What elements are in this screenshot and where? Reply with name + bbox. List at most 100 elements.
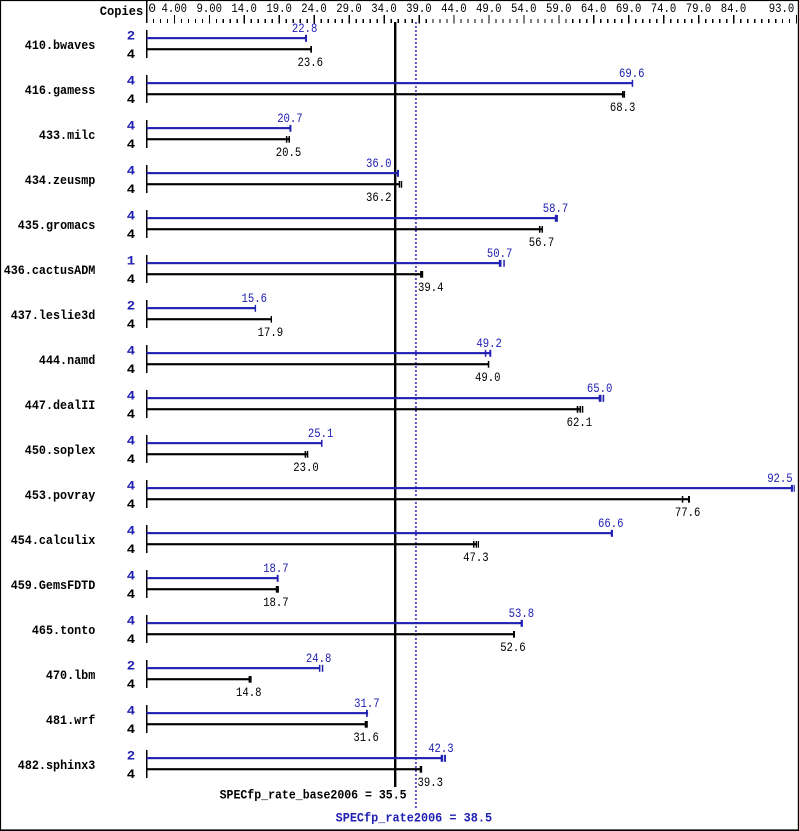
svg-text:4: 4	[127, 344, 136, 359]
svg-text:453.povray: 453.povray	[25, 488, 96, 503]
svg-text:2: 2	[127, 749, 136, 764]
svg-text:93.0: 93.0	[769, 1, 795, 16]
svg-text:4: 4	[127, 362, 136, 377]
svg-text:482.sphinx3: 482.sphinx3	[18, 758, 96, 773]
svg-text:4: 4	[127, 317, 136, 332]
svg-text:4: 4	[127, 227, 136, 242]
svg-text:416.gamess: 416.gamess	[25, 83, 96, 98]
svg-text:39.0: 39.0	[406, 1, 432, 16]
svg-text:4: 4	[127, 74, 136, 89]
svg-text:14.0: 14.0	[231, 1, 257, 16]
svg-text:58.7: 58.7	[543, 201, 569, 216]
svg-text:4: 4	[127, 47, 136, 62]
svg-text:436.cactusADM: 436.cactusADM	[4, 263, 96, 278]
svg-text:4: 4	[127, 119, 136, 134]
svg-text:4: 4	[127, 137, 136, 152]
svg-text:4: 4	[127, 164, 136, 179]
svg-text:4: 4	[127, 497, 136, 512]
svg-text:450.soplex: 450.soplex	[25, 443, 96, 458]
svg-text:36.2: 36.2	[366, 190, 392, 205]
svg-text:4: 4	[127, 632, 136, 647]
svg-text:23.0: 23.0	[293, 460, 319, 475]
svg-text:31.7: 31.7	[354, 696, 380, 711]
svg-text:23.6: 23.6	[298, 55, 324, 70]
svg-text:4: 4	[127, 614, 136, 629]
svg-text:39.4: 39.4	[418, 280, 444, 295]
svg-text:433.milc: 433.milc	[39, 128, 96, 143]
svg-text:52.6: 52.6	[500, 640, 526, 655]
svg-text:4: 4	[127, 569, 136, 584]
svg-text:31.6: 31.6	[353, 730, 379, 745]
svg-text:4: 4	[127, 407, 136, 422]
svg-text:44.0: 44.0	[441, 1, 467, 16]
svg-text:4: 4	[127, 722, 136, 737]
svg-text:54.0: 54.0	[511, 1, 537, 16]
svg-text:2: 2	[127, 659, 136, 674]
svg-text:470.lbm: 470.lbm	[46, 668, 96, 683]
svg-text:2: 2	[127, 29, 136, 44]
svg-text:77.6: 77.6	[675, 505, 701, 520]
svg-text:50.7: 50.7	[487, 246, 513, 261]
svg-text:4: 4	[127, 524, 136, 539]
svg-text:4: 4	[127, 182, 136, 197]
svg-text:74.0: 74.0	[651, 1, 677, 16]
svg-text:437.leslie3d: 437.leslie3d	[11, 308, 96, 323]
svg-text:49.2: 49.2	[476, 336, 502, 351]
svg-text:434.zeusmp: 434.zeusmp	[25, 173, 96, 188]
svg-text:0: 0	[148, 1, 156, 16]
svg-text:25.1: 25.1	[308, 426, 334, 441]
svg-text:14.8: 14.8	[236, 685, 262, 700]
svg-text:4: 4	[127, 767, 136, 782]
svg-text:24.0: 24.0	[301, 1, 327, 16]
svg-text:4: 4	[127, 92, 136, 107]
svg-text:66.6: 66.6	[598, 516, 624, 531]
svg-text:4: 4	[127, 587, 136, 602]
svg-text:68.3: 68.3	[610, 100, 636, 115]
svg-text:481.wrf: 481.wrf	[46, 713, 96, 728]
svg-text:SPECfp_rate2006 = 38.5: SPECfp_rate2006 = 38.5	[336, 810, 493, 825]
svg-text:22.8: 22.8	[292, 21, 318, 36]
svg-text:19.0: 19.0	[266, 1, 292, 16]
svg-text:4: 4	[127, 434, 136, 449]
svg-text:2: 2	[127, 299, 136, 314]
svg-text:15.6: 15.6	[242, 291, 268, 306]
svg-text:29.0: 29.0	[336, 1, 362, 16]
svg-text:4: 4	[127, 677, 136, 692]
svg-text:4: 4	[127, 389, 136, 404]
svg-text:SPECfp_rate_base2006 = 35.5: SPECfp_rate_base2006 = 35.5	[220, 788, 407, 803]
svg-text:Copies: Copies	[100, 4, 144, 19]
svg-text:39.3: 39.3	[418, 775, 444, 790]
svg-text:454.calculix: 454.calculix	[11, 533, 96, 548]
svg-text:92.5: 92.5	[767, 471, 793, 486]
svg-text:4.00: 4.00	[162, 1, 188, 16]
svg-text:20.7: 20.7	[277, 111, 303, 126]
svg-text:18.7: 18.7	[263, 595, 289, 610]
svg-text:84.0: 84.0	[721, 1, 747, 16]
svg-text:36.0: 36.0	[366, 156, 392, 171]
svg-text:69.6: 69.6	[619, 66, 645, 81]
svg-text:42.3: 42.3	[428, 741, 454, 756]
svg-text:4: 4	[127, 452, 136, 467]
svg-text:64.0: 64.0	[581, 1, 607, 16]
svg-text:49.0: 49.0	[476, 1, 502, 16]
svg-text:4: 4	[127, 479, 136, 494]
svg-text:18.7: 18.7	[263, 561, 289, 576]
svg-text:79.0: 79.0	[686, 1, 712, 16]
svg-text:53.8: 53.8	[509, 606, 535, 621]
svg-text:17.9: 17.9	[258, 325, 284, 340]
svg-text:4: 4	[127, 209, 136, 224]
svg-text:24.8: 24.8	[306, 651, 332, 666]
svg-text:69.0: 69.0	[616, 1, 642, 16]
svg-text:62.1: 62.1	[567, 415, 593, 430]
svg-text:435.gromacs: 435.gromacs	[18, 218, 96, 233]
svg-text:9.00: 9.00	[196, 1, 222, 16]
svg-text:65.0: 65.0	[587, 381, 613, 396]
svg-text:56.7: 56.7	[529, 235, 555, 250]
svg-text:47.3: 47.3	[463, 550, 489, 565]
svg-text:465.tonto: 465.tonto	[32, 623, 96, 638]
svg-text:410.bwaves: 410.bwaves	[25, 38, 96, 53]
svg-text:459.GemsFDTD: 459.GemsFDTD	[11, 578, 96, 593]
svg-text:59.0: 59.0	[546, 1, 572, 16]
svg-text:4: 4	[127, 272, 136, 287]
svg-text:34.0: 34.0	[371, 1, 397, 16]
